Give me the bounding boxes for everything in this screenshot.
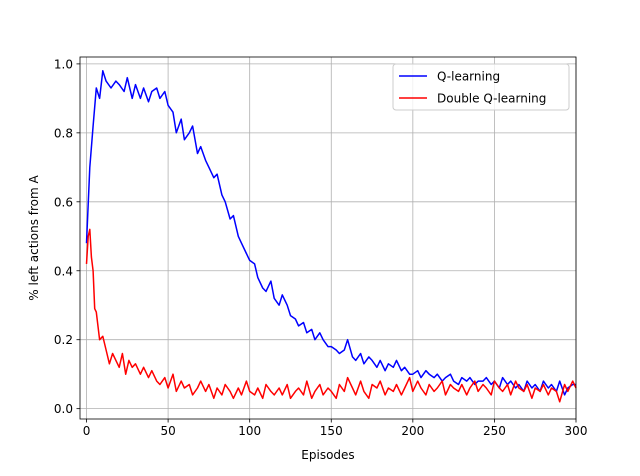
x-axis: 0 50 100 150 200 250 300: [83, 419, 588, 438]
x-tick-label: 0: [83, 424, 91, 438]
y-tick-label: 0.4: [54, 264, 73, 278]
x-tick-label: 300: [565, 424, 588, 438]
series-layer: [85, 70, 577, 403]
y-axis: 0.0 0.2 0.4 0.6 0.8 1.0: [54, 57, 80, 416]
y-tick-label: 0.2: [54, 333, 73, 347]
x-tick-label: 250: [483, 424, 506, 438]
x-tick-label: 150: [320, 424, 343, 438]
x-tick-label: 100: [238, 424, 261, 438]
y-tick-label: 1.0: [54, 57, 73, 71]
legend-box: [392, 63, 570, 111]
series-line-double-q-learning: [85, 228, 577, 403]
grid: [80, 57, 577, 419]
y-axis-label: % left actions from A: [27, 175, 41, 301]
legend-label: Q-learning: [437, 70, 500, 84]
y-tick-label: 0.8: [54, 126, 73, 140]
x-tick-label: 50: [160, 424, 175, 438]
legend-label: Double Q-learning: [437, 92, 546, 106]
plot-frame: [79, 56, 577, 420]
x-tick-label: 200: [401, 424, 424, 438]
y-tick-label: 0.0: [54, 402, 73, 416]
x-axis-label: Episodes: [301, 448, 354, 462]
y-tick-label: 0.6: [54, 195, 73, 209]
legend: Q-learning Double Q-learning: [392, 63, 570, 111]
